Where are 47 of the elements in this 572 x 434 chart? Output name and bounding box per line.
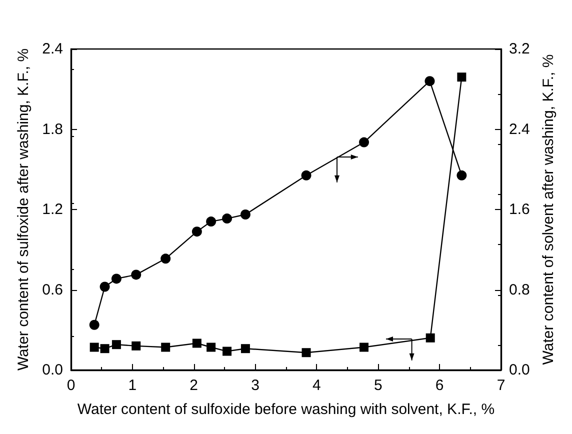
x-tick-label: 4 [312,377,321,394]
point [206,342,216,352]
x-tick-label: 6 [435,377,444,394]
point [424,76,435,86]
point [222,214,232,224]
point [240,344,250,354]
point [100,282,110,292]
point [426,333,435,342]
point [161,342,170,352]
point [131,270,142,280]
point [456,170,467,180]
point [132,341,141,350]
point [100,344,110,354]
point [206,216,216,227]
y-tick-label: 1.8 [42,120,63,138]
point [359,137,370,148]
x-tick-label: 7 [496,377,506,394]
x-tick-label: 1 [128,377,137,394]
point [192,338,202,348]
y-tick-label: 1.2 [42,201,63,218]
point [111,274,122,284]
x-tick-label: 0 [66,377,76,394]
y-tick-label: 0.0 [42,362,63,378]
y2-axis-title: Water content of solvent after washing, K.F., % [540,54,557,365]
y2-tick-label: 3.2 [509,40,530,58]
point [160,254,171,264]
y2-tick-label: 0.8 [509,281,530,298]
x-tick-label: 2 [190,377,198,394]
point [90,342,99,352]
y-axis-title: Water content of sulfoxide after washing, K.F., % [15,48,32,371]
point [360,342,369,352]
y2-tick-label: 2.4 [509,120,530,138]
point [240,210,250,220]
y-tick-label: 2.4 [42,40,63,58]
x-tick-label: 3 [251,377,260,394]
y2-tick-label: 0.0 [509,362,530,378]
point [457,72,466,82]
point [192,226,202,237]
point [112,340,121,350]
point [301,170,312,180]
x-axis-title: Water content of sulfoxide before washing with solvent, K.F., % [77,401,495,418]
point [302,348,311,358]
y2-tick-label: 1.6 [509,201,530,218]
point [222,346,232,356]
y-tick-label: 0.6 [42,281,63,298]
x-tick-label: 5 [374,377,382,394]
point [89,320,100,330]
